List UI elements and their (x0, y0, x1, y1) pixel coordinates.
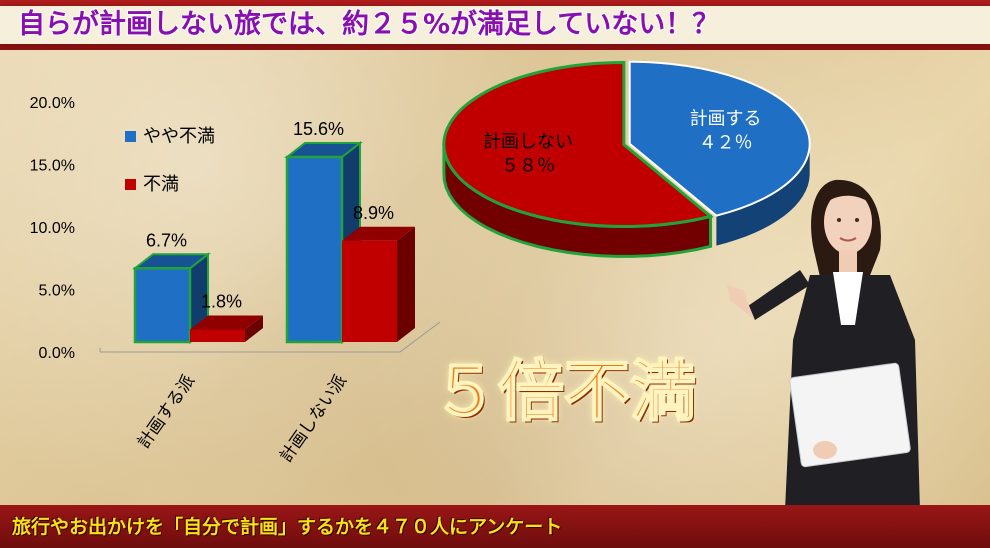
bar-chart-data-labels: 6.7% 1.8% 15.6% 8.9% (146, 119, 394, 312)
legend-label: 不満 (143, 174, 179, 194)
hair-fringe (823, 185, 875, 208)
bar-front-blue (285, 155, 344, 344)
pie-slice-1 (442, 61, 714, 228)
callout-text: ５倍不満 (431, 352, 697, 431)
pie-side-0 (716, 144, 810, 246)
bar-data-label: 15.6% (293, 119, 344, 139)
y-tick-label: 0.0% (39, 345, 75, 362)
y-tick-label: 5.0% (39, 283, 75, 300)
bar-data-label: 6.7% (146, 230, 187, 250)
pie-slice-value: ５８％ (501, 156, 555, 177)
title-banner (0, 0, 990, 50)
pie-slice-0 (628, 60, 811, 217)
shirt (833, 272, 863, 325)
legend-label: やや不満 (143, 126, 215, 146)
bar-front-red (190, 329, 245, 342)
bar-floor-line (100, 321, 441, 353)
eye-left (837, 218, 841, 222)
bar-side-red (397, 226, 415, 342)
bar-data-label: 8.9% (353, 203, 394, 223)
bar-chart-categories: 計画する派 計画しない派 (134, 371, 351, 466)
pie-slice-name: 計画しない (483, 132, 573, 153)
bar-chart: 0.0% 5.0% 10.0% 15.0% 20.0% 6.7% 1.8% 15.6% 8.9… (30, 95, 441, 466)
folder (789, 362, 911, 468)
bar-front-red (342, 240, 397, 342)
presenter-illustration (727, 179, 920, 510)
bar-chart-bars (132, 140, 415, 345)
legend-swatch (125, 131, 136, 142)
bar-chart-y-ticks: 0.0% 5.0% 10.0% 15.0% 20.0% (30, 95, 75, 362)
pie-slice-name: 計画する (690, 109, 762, 130)
pie-slice-value: ４２％ (699, 133, 753, 154)
footer-banner (0, 505, 990, 548)
page-title: 自らが計画しない旅では、約２５%が満足していない！？ (18, 9, 720, 40)
raised-arm (745, 270, 810, 320)
raised-hand (727, 285, 755, 320)
bar-chart-axes (99, 321, 441, 353)
bar-data-label: 1.8% (201, 292, 242, 312)
pie-chart: 計画する ４２％ 計画しない ５８％ (442, 60, 811, 258)
bar-top-red (342, 226, 415, 241)
bar-category-label: 計画しない派 (276, 371, 351, 466)
mouth (839, 237, 857, 242)
legend-swatch (125, 179, 136, 190)
eye-right (855, 218, 859, 222)
neck (839, 250, 857, 272)
y-tick-label: 10.0% (30, 220, 75, 237)
face (824, 190, 872, 254)
bar-side-red (245, 315, 263, 342)
y-tick-label: 20.0% (30, 95, 75, 112)
bar-category-label: 計画する派 (134, 371, 199, 452)
y-tick-label: 15.0% (30, 158, 75, 175)
title-banner-inner (0, 6, 990, 44)
holding-hand (813, 441, 837, 459)
bar-front-blue (133, 267, 192, 344)
bar-top-red (190, 315, 263, 330)
footer-text: 旅行やお出かけを「自分で計画」するかを４７０人にアンケート (12, 516, 563, 538)
